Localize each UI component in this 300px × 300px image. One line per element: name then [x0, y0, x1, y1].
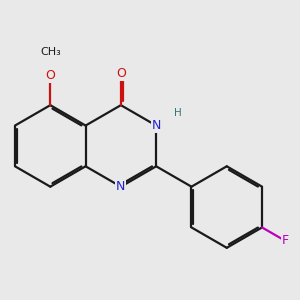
Text: N: N: [152, 119, 161, 132]
Text: CH₃: CH₃: [40, 47, 61, 57]
Text: F: F: [281, 234, 289, 247]
Text: O: O: [45, 69, 55, 82]
Text: H: H: [174, 108, 182, 118]
Text: N: N: [116, 180, 126, 193]
Text: O: O: [116, 67, 126, 80]
